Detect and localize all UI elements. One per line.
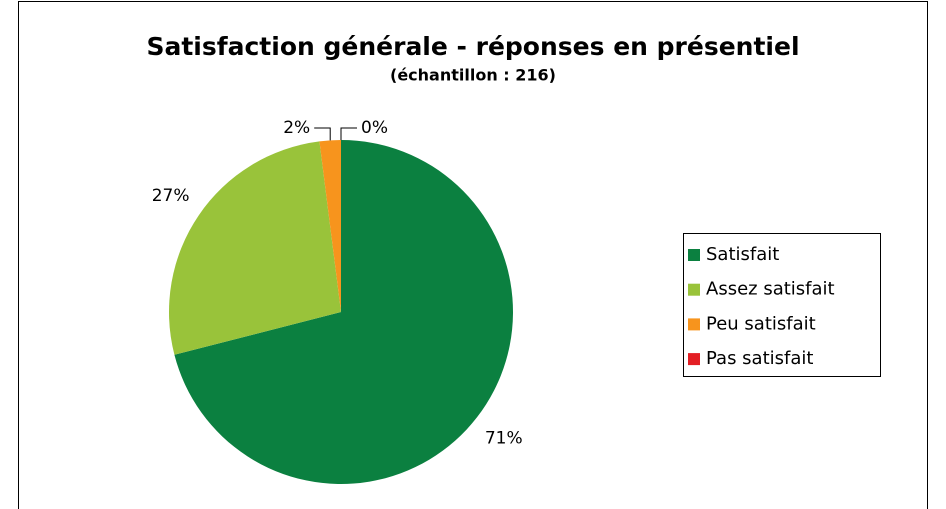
legend-label: Satisfait bbox=[706, 244, 779, 265]
legend-swatch bbox=[688, 283, 700, 296]
legend-swatch bbox=[688, 353, 700, 366]
data-label: 0% bbox=[361, 118, 388, 138]
data-label: 27% bbox=[152, 186, 190, 206]
legend-box bbox=[683, 233, 881, 377]
chart-title: Satisfaction générale - réponses en prés… bbox=[146, 32, 799, 61]
pie-slice bbox=[319, 140, 341, 312]
legend-label: Assez satisfait bbox=[706, 279, 835, 300]
chart-subtitle: (échantillon : 216) bbox=[390, 66, 556, 85]
data-label: 71% bbox=[485, 428, 523, 448]
data-label: 2% bbox=[283, 118, 310, 138]
legend-swatch bbox=[688, 318, 700, 331]
leader-line bbox=[314, 127, 331, 141]
legend-label: Peu satisfait bbox=[706, 313, 816, 334]
leader-line bbox=[340, 127, 357, 140]
legend-swatch bbox=[688, 249, 700, 261]
pie-slice bbox=[169, 141, 341, 355]
pie-slice bbox=[174, 140, 514, 484]
legend-label: Pas satisfait bbox=[706, 348, 813, 369]
